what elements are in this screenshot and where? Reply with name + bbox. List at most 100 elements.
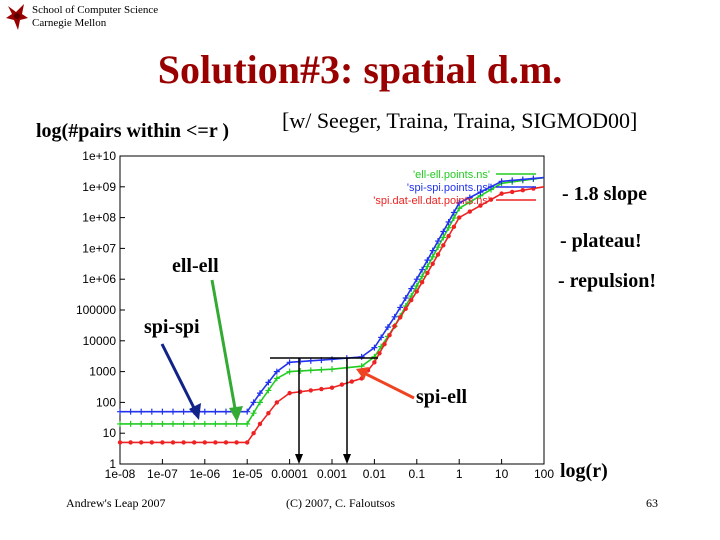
data-point [180, 408, 187, 415]
series-line-2 [120, 186, 545, 444]
y-tick-label: 100 [96, 395, 116, 409]
data-point [450, 209, 457, 216]
data-point [274, 400, 280, 405]
data-point [307, 357, 314, 364]
data-point [445, 218, 452, 225]
data-point [408, 285, 415, 292]
data-point [273, 368, 280, 375]
data-point [445, 224, 452, 231]
data-point [159, 420, 166, 427]
data-point [127, 408, 134, 415]
data-point [202, 440, 207, 445]
data-point [319, 386, 324, 392]
data-point [256, 390, 263, 397]
data-point [413, 276, 420, 283]
data-point [286, 368, 293, 375]
data-point [424, 257, 431, 264]
data-point [478, 203, 483, 208]
data-point [378, 334, 385, 341]
x-tick-label: 100 [534, 467, 554, 481]
x-tick-label: 1e-08 [105, 467, 136, 481]
x-axis-label: log(r) [560, 460, 608, 482]
data-point [384, 324, 391, 331]
data-point [213, 440, 218, 445]
footer-center: (C) 2007, C. Faloutsos [286, 496, 396, 510]
data-point [160, 440, 165, 445]
x-tick-label: 0.001 [317, 467, 347, 481]
data-point [450, 215, 457, 222]
data-point [297, 358, 304, 365]
school-name: School of Computer Science Carnegie Mell… [32, 4, 158, 30]
data-point [382, 342, 387, 347]
data-point [234, 440, 239, 445]
y-tick-label: 1e+06 [82, 272, 116, 286]
data-point [233, 420, 240, 427]
series-line-1 [120, 176, 545, 413]
data-point [488, 183, 494, 190]
slide-title: Solution#3: spatial d.m. [157, 47, 563, 92]
note-slope: - 1.8 slope [562, 183, 647, 205]
x-tick-label: 1e-07 [147, 467, 178, 481]
y-tick-label: 1e+08 [82, 211, 116, 225]
citation: [w/ Seeger, Traina, Traina, SIGMOD00] [282, 108, 638, 133]
data-point [520, 188, 525, 193]
y-tick-label: 100000 [76, 303, 116, 317]
data-point [414, 289, 419, 294]
data-point [430, 261, 435, 266]
data-point [339, 382, 345, 387]
legend: 'ell-ell.points.ns''spi-spi.points.ns''s… [373, 169, 536, 207]
data-point [245, 440, 250, 445]
data-point [519, 176, 526, 183]
data-point [429, 247, 436, 254]
label-spi-ell: spi-ell [416, 386, 468, 408]
data-point [250, 410, 257, 417]
data-point [287, 390, 292, 396]
data-point [499, 191, 504, 196]
data-point [456, 205, 463, 212]
data-point [402, 295, 409, 302]
label-ell-ell: ell-ell [172, 255, 219, 277]
data-point [397, 315, 403, 320]
x-tick-label: 1e-06 [189, 467, 220, 481]
data-point [308, 388, 313, 393]
data-point [358, 353, 365, 360]
data-point [250, 399, 257, 406]
page-number: 63 [646, 496, 658, 510]
data-point [251, 431, 256, 436]
data-point [435, 244, 441, 251]
y-tick-labels: 1 10 100 1000 10000 100000 1e+06 1e+07 1e+08 1e+0… [76, 149, 116, 471]
data-point [510, 189, 515, 195]
data-point [329, 366, 335, 373]
data-point [212, 408, 219, 415]
legend-entry: 'spi.dat-ell.dat.points.ns' [373, 195, 490, 207]
plateau-markers [270, 357, 378, 464]
legend-entry: 'spi-spi.points.ns' [407, 182, 490, 194]
data-point [329, 356, 335, 363]
data-point [117, 440, 123, 445]
data-point [138, 408, 145, 415]
data-point [244, 420, 251, 427]
data-point [256, 399, 263, 406]
data-point [201, 408, 208, 415]
data-point [530, 175, 537, 182]
x-tick-label: 0.01 [363, 467, 387, 481]
data-point [349, 379, 354, 384]
data-point [297, 367, 304, 374]
data-point [456, 199, 463, 206]
data-point [488, 197, 494, 202]
x-tick-labels: 1e-08 1e-07 1e-06 1e-05 0.0001 0.001 0.01 0.1 1 1… [105, 467, 555, 481]
data-point [372, 360, 377, 365]
data-point [429, 253, 436, 260]
data-point [170, 440, 176, 445]
data-point [397, 304, 404, 311]
y-tick-label: 1e+07 [82, 241, 116, 255]
data-point [265, 379, 272, 386]
y-axis-label: log(#pairs within <=r ) [36, 120, 229, 142]
data-point [371, 344, 378, 351]
data-point [413, 283, 420, 290]
x-tick-label: 10 [495, 467, 509, 481]
data-point [425, 270, 430, 276]
y-tick-label: 10000 [83, 334, 117, 348]
data-point [498, 178, 505, 185]
data-point [149, 440, 154, 445]
